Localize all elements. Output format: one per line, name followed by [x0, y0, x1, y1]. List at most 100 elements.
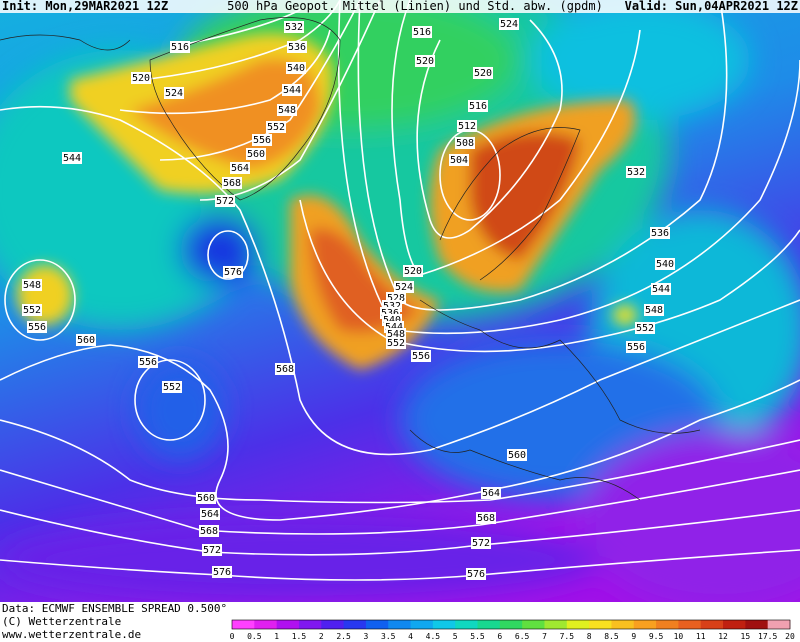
contour-label-box — [275, 363, 295, 375]
contour-label-box — [27, 321, 47, 333]
contour-lines — [0, 0, 800, 580]
colorbar-swatch — [410, 620, 434, 629]
colorbar-label: 1.5 — [292, 632, 307, 641]
colorbar-label: 4 — [408, 632, 413, 641]
contour-label: 552 — [387, 338, 405, 349]
contour-label: 544 — [63, 153, 81, 164]
contour-label-box — [22, 304, 42, 316]
contour-label-box — [455, 137, 475, 149]
colorbar-swatch — [298, 620, 322, 629]
contour-label-box — [284, 21, 304, 33]
website: www.wetterzentrale.de — [2, 628, 141, 641]
contour-label: 556 — [253, 135, 271, 146]
colorbar-label: 8 — [587, 632, 592, 641]
contour-label: 568 — [223, 178, 241, 189]
contour-label: 544 — [385, 322, 403, 333]
contour-label-box — [644, 304, 664, 316]
contour-label-box — [650, 227, 670, 239]
colorbar-label: 6 — [497, 632, 502, 641]
contour-label: 524 — [165, 88, 183, 99]
contour-label-box — [466, 568, 486, 580]
contour-label-box — [131, 72, 151, 84]
contour-label-box — [499, 18, 519, 30]
colorbar-swatch — [544, 620, 568, 629]
contour-label-box — [286, 62, 306, 74]
colorbar-swatch — [522, 620, 545, 629]
contour-label-box — [199, 525, 219, 537]
contour-label-box — [412, 26, 432, 38]
colorbar-label: 2 — [319, 632, 324, 641]
contour-label-box — [212, 566, 232, 578]
contour-label-box — [635, 322, 655, 334]
contour-label-box — [415, 55, 435, 67]
contour-label: 536 — [381, 308, 399, 319]
colorbar-swatch — [723, 620, 746, 629]
colorbar-swatch — [365, 620, 389, 629]
contour-label: 556 — [139, 357, 157, 368]
coastlines — [0, 17, 701, 501]
contour-label: 536 — [288, 42, 306, 53]
colorbar: 0 0.5 1 1.5 2 2.5 3 3.5 4 4.5 5 5.5 6 6.5 7 7.5 8 8.5 9 9.5… — [230, 619, 795, 641]
contour-label: 540 — [287, 63, 305, 74]
contour-label: 512 — [458, 121, 476, 132]
contour-label: 504 — [450, 155, 468, 166]
contour-label-box — [626, 166, 646, 178]
colorbar-swatch — [477, 620, 501, 629]
contour-label: 520 — [132, 73, 150, 84]
contour-label-box — [277, 104, 297, 116]
colorbar-swatch — [678, 620, 702, 629]
colorbar-label: 0 — [230, 632, 235, 641]
colorbar-label: 11 — [696, 632, 706, 641]
colorbar-swatch — [254, 620, 278, 629]
contour-label: 548 — [387, 329, 405, 340]
colorbar-swatch — [232, 620, 255, 629]
colorbar-label: 5.5 — [470, 632, 485, 641]
colorbar-label: 12 — [718, 632, 728, 641]
contour-label: 556 — [28, 322, 46, 333]
colorbar-label: 3 — [364, 632, 369, 641]
contour-label-box — [230, 162, 250, 174]
colorbar-label: 9.5 — [649, 632, 664, 641]
contour-label: 516 — [413, 27, 431, 38]
contour-label-box — [507, 449, 527, 461]
colorbar-label: 20 — [785, 632, 795, 641]
contour-label: 556 — [412, 351, 430, 362]
contour-label: 560 — [508, 450, 526, 461]
data-source: Data: ECMWF ENSEMBLE SPREAD 0.500° — [2, 602, 227, 615]
contour-label-box — [411, 350, 431, 362]
contour-label: 532 — [627, 167, 645, 178]
contour-label: 548 — [278, 105, 296, 116]
contour-label-box — [266, 121, 286, 133]
contour-label: 536 — [651, 228, 669, 239]
contour-label-box — [282, 84, 302, 96]
contour-label: 532 — [383, 301, 401, 312]
contour-label-box — [223, 266, 243, 278]
colorbar-label: 9 — [631, 632, 636, 641]
contour-label-box — [287, 41, 307, 53]
contour-label-box — [386, 337, 406, 349]
contour-label: 516 — [171, 42, 189, 53]
contour-label-box — [200, 508, 220, 520]
map-title: 500 hPa Geopot. Mittel (Linien) und Std.… — [227, 0, 603, 13]
colorbar-label: 7.5 — [560, 632, 575, 641]
contour-label: 520 — [404, 266, 422, 277]
contour-label-box — [471, 537, 491, 549]
colorbar-label: 2.5 — [336, 632, 351, 641]
contour-label-box — [164, 87, 184, 99]
contour-label: 508 — [456, 138, 474, 149]
colorbar-frame — [231, 619, 791, 630]
contour-label-box — [170, 41, 190, 53]
colorbar-swatch — [633, 620, 657, 629]
contour-label-box — [626, 341, 646, 353]
contour-label-box — [76, 334, 96, 346]
contour-label: 544 — [652, 284, 670, 295]
map — [0, 0, 800, 602]
colorbar-swatch — [343, 620, 367, 629]
colorbar-swatch — [767, 620, 791, 629]
contour-label-box — [394, 281, 414, 293]
contour-label: 548 — [645, 305, 663, 316]
contour-label: 516 — [469, 101, 487, 112]
contour-label: 568 — [276, 364, 294, 375]
contour-label: 556 — [627, 342, 645, 353]
